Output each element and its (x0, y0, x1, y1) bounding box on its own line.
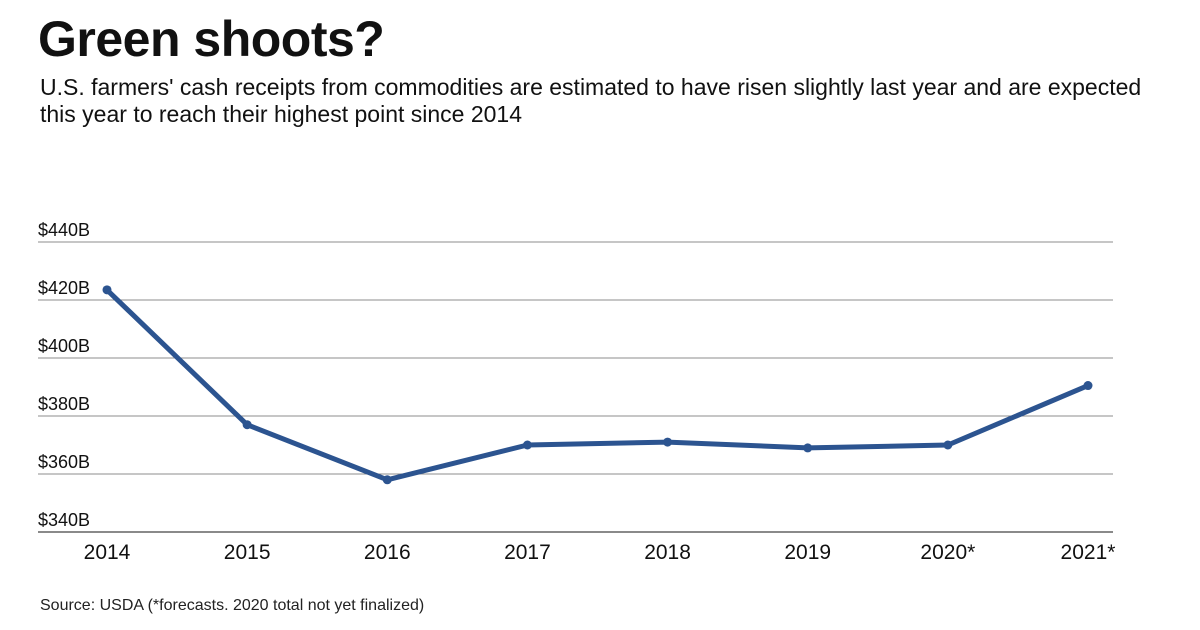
chart-title: Green shoots? (38, 11, 385, 67)
y-tick-label: $400B (38, 336, 90, 356)
x-axis-tick-labels: 2014 2015 2016 2017 2018 2019 2020* 2021* (84, 541, 1116, 564)
x-tick-label: 2018 (644, 541, 691, 564)
source-note: Source: USDA (*forecasts. 2020 total not… (40, 597, 425, 614)
data-series (102, 285, 1093, 485)
y-tick-label: $440B (38, 220, 90, 240)
data-point-2014 (102, 285, 112, 295)
data-point-2015 (242, 420, 252, 430)
y-axis-tick-labels: $340B $360B $380B $400B $420B $440B (38, 220, 90, 530)
x-tick-label: 2019 (784, 541, 831, 564)
y-tick-label: $380B (38, 394, 90, 414)
y-tick-label: $420B (38, 278, 90, 298)
y-tick-label: $360B (38, 452, 90, 472)
gridlines (38, 241, 1113, 533)
data-point-2018 (663, 437, 673, 447)
data-point-2017 (522, 440, 532, 450)
x-tick-label: 2016 (364, 541, 411, 564)
x-tick-label: 2021* (1061, 541, 1116, 564)
y-tick-label: $340B (38, 510, 90, 530)
x-tick-label: 2020* (920, 541, 975, 564)
x-tick-label: 2017 (504, 541, 551, 564)
x-tick-label: 2015 (224, 541, 271, 564)
data-point-2021 (1083, 381, 1093, 391)
series-line (104, 287, 1091, 483)
data-point-2019 (803, 443, 813, 453)
x-tick-label: 2014 (84, 541, 131, 564)
chart-subtitle: U.S. farmers' cash receipts from commodi… (40, 74, 1142, 127)
data-point-2016 (382, 475, 392, 485)
data-point-2020 (943, 440, 953, 450)
